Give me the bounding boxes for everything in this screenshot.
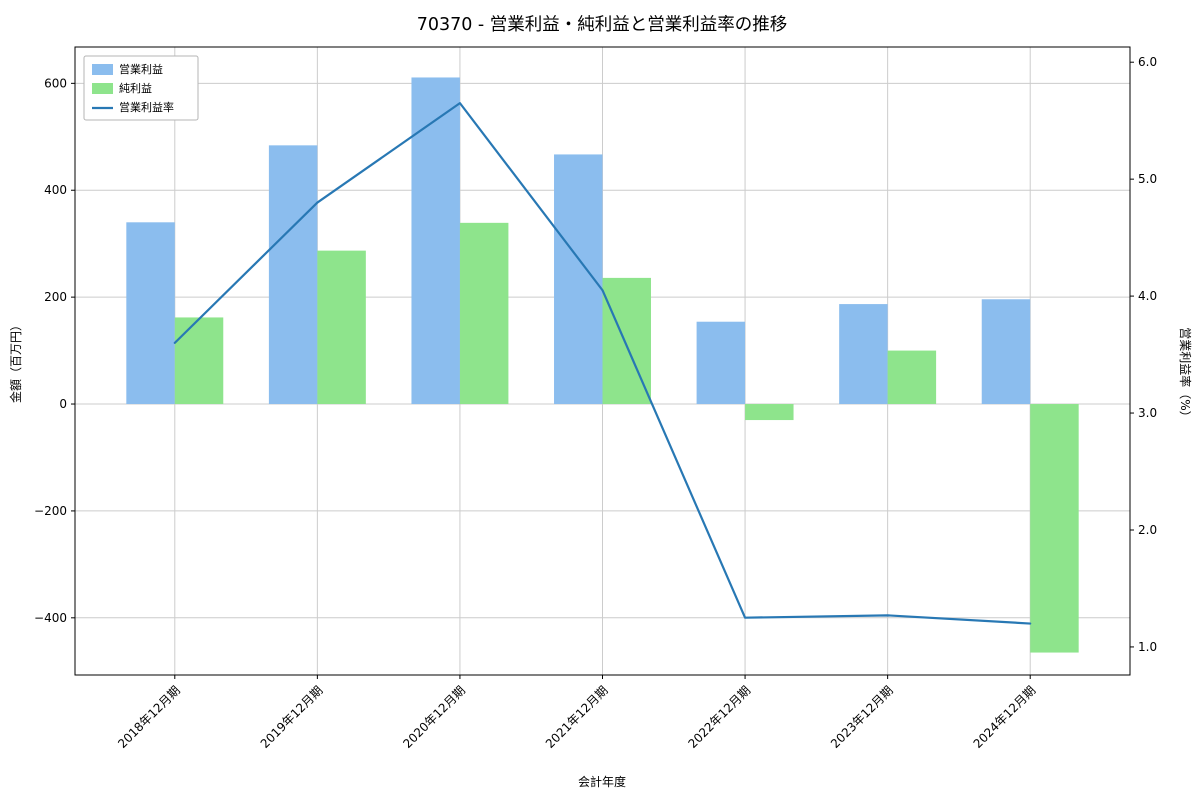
bar xyxy=(411,77,460,405)
bar xyxy=(887,350,937,405)
y-left-tick-label: −400 xyxy=(34,611,67,625)
x-tick-label: 2024年12月期 xyxy=(971,683,1039,751)
y-left-tick-label: 600 xyxy=(44,76,67,90)
bar xyxy=(174,317,224,405)
y-right-tick-label: 6.0 xyxy=(1138,55,1157,69)
x-tick-label: 2022年12月期 xyxy=(685,683,753,751)
plot-area: −400 −200 0 200 400 600 1.0 2.0 3.0 4.0 5.0 6.0 2018… xyxy=(34,46,1157,751)
y-right-tick-label: 4.0 xyxy=(1138,289,1157,303)
x-tick-label: 2020年12月期 xyxy=(400,683,468,751)
y-right-tick-label: 1.0 xyxy=(1138,640,1157,654)
bar xyxy=(459,222,509,405)
y-right-tick-label: 2.0 xyxy=(1138,523,1157,537)
chart-title: 70370 - 営業利益・純利益と営業利益率の推移 xyxy=(417,15,788,35)
bar xyxy=(1030,404,1079,653)
y-left-tick-label: 0 xyxy=(59,397,67,411)
bar xyxy=(839,304,888,405)
y-right-tick-label: 3.0 xyxy=(1138,406,1157,420)
y-left-tick-label: 400 xyxy=(44,183,67,197)
bar xyxy=(126,222,175,405)
x-tick-label: 2023年12月期 xyxy=(828,683,896,751)
y-left-tick-label: 200 xyxy=(44,290,67,304)
net-income-bars xyxy=(174,222,1079,653)
x-tick-label: 2019年12月期 xyxy=(258,683,326,751)
y-axis-left-label: 金額（百万円） xyxy=(8,319,23,403)
legend-swatch xyxy=(92,64,113,75)
bar xyxy=(981,299,1031,405)
legend-label: 営業利益 xyxy=(119,62,163,76)
legend-swatch xyxy=(92,83,113,94)
x-tick-label: 2018年12月期 xyxy=(115,683,183,751)
legend-label: 純利益 xyxy=(119,81,152,95)
y-axis-right-label: 営業利益率（%） xyxy=(1178,327,1193,422)
bar xyxy=(317,250,366,405)
legend-label: 営業利益率 xyxy=(119,100,174,114)
x-tick-label: 2021年12月期 xyxy=(543,683,611,751)
bar xyxy=(696,321,746,405)
x-axis-label: 会計年度 xyxy=(578,774,626,789)
bar xyxy=(745,404,794,421)
bar xyxy=(268,145,318,405)
y-right-tick-label: 5.0 xyxy=(1138,172,1157,186)
y-left-tick-label: −200 xyxy=(34,504,67,518)
operating-margin-line xyxy=(173,102,1032,625)
